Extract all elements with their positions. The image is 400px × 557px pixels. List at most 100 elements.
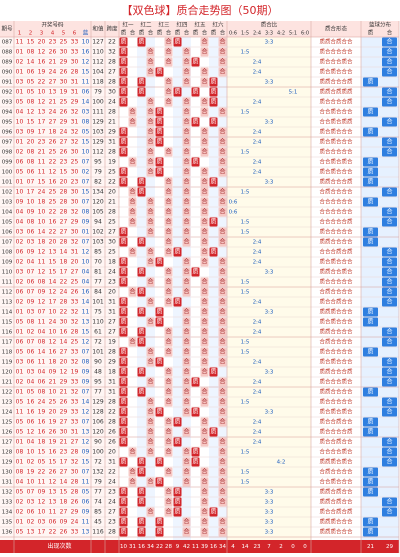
ball: 30	[71, 149, 79, 156]
position-cell	[146, 407, 155, 417]
span: 31	[108, 389, 116, 396]
ball: 24	[71, 519, 79, 526]
ratio-marker: 4:2	[277, 460, 286, 466]
position-marker: 合	[147, 278, 153, 286]
ball: 29	[60, 119, 68, 126]
ratio-marker: 2:4	[253, 250, 262, 256]
position-marker: 合	[219, 398, 225, 406]
ball: 33	[71, 379, 79, 386]
position-cell	[119, 377, 128, 387]
position-cell	[218, 137, 227, 147]
blue-cell	[382, 357, 397, 367]
form: 质质合合质合	[319, 268, 353, 276]
ball: 03	[16, 129, 24, 136]
position-marker: 质	[210, 88, 216, 96]
footer-ratio-count: 7	[267, 544, 271, 550]
header-pq: 合	[148, 29, 154, 37]
position-cell	[200, 337, 209, 347]
position-marker: 合	[219, 328, 225, 336]
ball: 01	[16, 139, 24, 146]
position-cell	[218, 527, 227, 537]
ball: 24	[49, 69, 57, 76]
position-marker: 合	[183, 388, 189, 396]
form: 质质质合合合	[319, 528, 353, 536]
ball: 16	[60, 329, 68, 336]
blue-cell	[363, 107, 378, 117]
position-marker: 质	[174, 88, 180, 96]
position-marker: 合	[219, 318, 225, 326]
position-marker: 质	[156, 318, 162, 326]
position-marker: 质	[174, 508, 180, 516]
ball: 31	[71, 429, 79, 436]
ball: 10	[82, 39, 90, 46]
sum: 120	[92, 199, 104, 206]
position-cell	[119, 457, 128, 467]
position-cell	[191, 267, 200, 277]
position-cell	[164, 377, 173, 387]
ball: 11	[38, 169, 46, 176]
position-cell	[182, 477, 191, 487]
form: 质合合合质合	[319, 378, 353, 386]
ball: 21	[49, 99, 57, 106]
span: 28	[108, 349, 116, 356]
ball: 05	[16, 489, 24, 496]
position-cell	[200, 357, 209, 367]
position-marker: 质	[120, 228, 126, 236]
position-cell	[173, 497, 182, 507]
ball: 01	[16, 369, 24, 376]
ball: 14	[82, 299, 90, 306]
position-marker: 合	[219, 288, 225, 296]
ball: 25	[49, 199, 57, 206]
header-pq: 质	[175, 29, 181, 37]
position-cell	[155, 477, 164, 487]
form: 合质合合合合	[319, 468, 353, 476]
position-marker: 合	[147, 138, 153, 146]
ball: 04	[82, 269, 90, 276]
span: 18	[108, 369, 116, 376]
header-ball-col: 蓝	[83, 29, 89, 37]
position-marker: 合	[219, 488, 225, 496]
blue-marker: 质	[367, 388, 373, 396]
blue-cell	[363, 77, 378, 87]
position-marker: 合	[165, 98, 171, 106]
ball: 28	[60, 299, 68, 306]
ball: 12	[49, 169, 57, 176]
ball: 22	[60, 279, 68, 286]
position-cell	[146, 477, 155, 487]
sum: 48	[94, 369, 102, 376]
ball: 12	[60, 369, 68, 376]
position-marker: 质	[138, 518, 144, 526]
ball: 06	[27, 509, 35, 516]
position-cell	[137, 527, 146, 537]
position-marker: 质	[156, 528, 162, 536]
ball: 20	[49, 239, 57, 246]
header-ratio: 3:3	[265, 31, 273, 37]
ball: 11	[82, 479, 90, 486]
sum: 132	[92, 469, 104, 476]
position-cell	[155, 307, 164, 317]
ratio-marker: 3:3	[265, 410, 274, 416]
header-ball-col: 6	[73, 31, 77, 37]
ball: 06	[27, 169, 35, 176]
position-cell	[164, 487, 173, 497]
position-marker: 质	[138, 268, 144, 276]
blue-marker: 质	[367, 78, 373, 86]
position-marker: 合	[201, 368, 207, 376]
position-cell	[209, 247, 218, 257]
ball: 25	[71, 159, 79, 166]
position-marker: 合	[183, 478, 189, 486]
position-marker: 合	[183, 188, 189, 196]
issue: 122	[2, 390, 13, 396]
blue-cell	[382, 337, 397, 347]
ball: 15	[82, 139, 90, 146]
blue-marker: 合	[386, 328, 392, 336]
ball: 22	[49, 529, 57, 536]
issue: 101	[2, 180, 13, 186]
position-marker: 质	[210, 428, 216, 436]
blue-marker: 合	[386, 88, 392, 96]
span: 31	[108, 309, 116, 316]
issue: 111	[2, 280, 13, 286]
ball: 25	[60, 39, 68, 46]
ball: 32	[71, 239, 79, 246]
ball: 16	[38, 59, 46, 66]
